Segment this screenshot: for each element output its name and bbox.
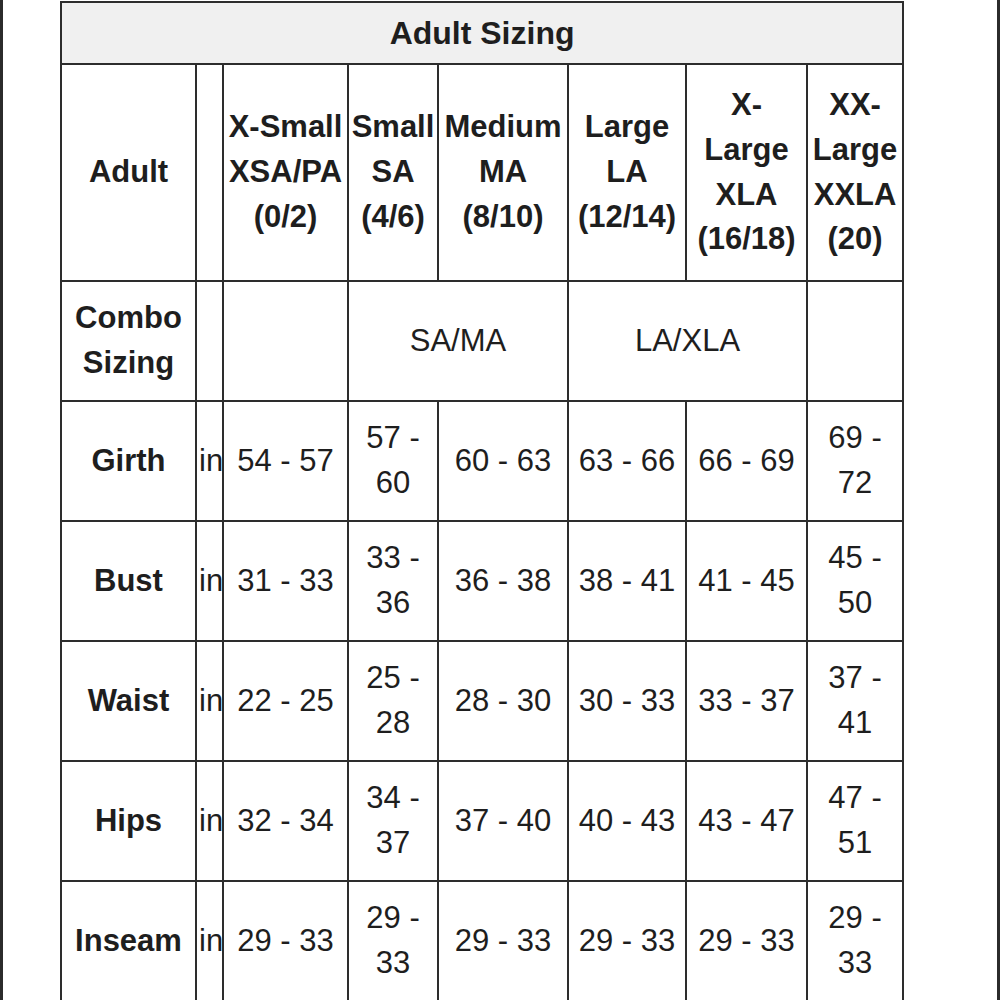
value-cell: 29 - 33	[223, 881, 348, 1000]
value-cell: 28 - 30	[438, 641, 568, 761]
row-label-inseam: Inseam	[61, 881, 196, 1000]
unit-cell: in	[196, 401, 223, 521]
value-cell: 33 - 37	[686, 641, 807, 761]
header-adult: Adult	[61, 64, 196, 281]
size-header-row: Adult X-Small XSA/PA (0/2) Small SA (4/6…	[61, 64, 903, 281]
page-frame: Adult Sizing Adult X-Small XSA/PA (0/2) …	[0, 0, 1000, 1000]
value-cell: 25 - 28	[348, 641, 438, 761]
table-row-girth: Girth in 54 - 57 57 - 60 60 - 63 63 - 66…	[61, 401, 903, 521]
value-cell: 41 - 45	[686, 521, 807, 641]
value-cell: 40 - 43	[568, 761, 686, 881]
value-cell: 54 - 57	[223, 401, 348, 521]
unit-cell: in	[196, 521, 223, 641]
combo-unit-cell	[196, 281, 223, 401]
value-cell: 31 - 33	[223, 521, 348, 641]
value-cell: 60 - 63	[438, 401, 568, 521]
value-cell: 32 - 34	[223, 761, 348, 881]
value-cell: 29 - 33	[686, 881, 807, 1000]
size-header-xsmall: X-Small XSA/PA (0/2)	[223, 64, 348, 281]
value-cell: 22 - 25	[223, 641, 348, 761]
size-header-large: Large LA (12/14)	[568, 64, 686, 281]
row-label-girth: Girth	[61, 401, 196, 521]
value-cell: 43 - 47	[686, 761, 807, 881]
table-row-inseam: Inseam in 29 - 33 29 - 33 29 - 33 29 - 3…	[61, 881, 903, 1000]
size-header-xxlarge: XX- Large XXLA (20)	[807, 64, 903, 281]
size-header-small: Small SA (4/6)	[348, 64, 438, 281]
value-cell: 66 - 69	[686, 401, 807, 521]
value-cell: 29 - 33	[807, 881, 903, 1000]
row-label-bust: Bust	[61, 521, 196, 641]
table-row-hips: Hips in 32 - 34 34 - 37 37 - 40 40 - 43 …	[61, 761, 903, 881]
value-cell: 29 - 33	[348, 881, 438, 1000]
size-header-xlarge: X- Large XLA (16/18)	[686, 64, 807, 281]
combo-xsmall-cell	[223, 281, 348, 401]
value-cell: 30 - 33	[568, 641, 686, 761]
value-cell: 69 - 72	[807, 401, 903, 521]
unit-cell: in	[196, 761, 223, 881]
unit-cell: in	[196, 641, 223, 761]
adult-sizing-table: Adult Sizing Adult X-Small XSA/PA (0/2) …	[60, 1, 904, 1000]
combo-sizing-row: Combo Sizing SA/MA LA/XLA	[61, 281, 903, 401]
row-label-hips: Hips	[61, 761, 196, 881]
combo-xxlarge-cell	[807, 281, 903, 401]
row-label-waist: Waist	[61, 641, 196, 761]
value-cell: 29 - 33	[568, 881, 686, 1000]
size-header-medium: Medium MA (8/10)	[438, 64, 568, 281]
table-row-bust: Bust in 31 - 33 33 - 36 36 - 38 38 - 41 …	[61, 521, 903, 641]
header-unit-spacer	[196, 64, 223, 281]
combo-la-xla-cell: LA/XLA	[568, 281, 807, 401]
value-cell: 45 - 50	[807, 521, 903, 641]
value-cell: 34 - 37	[348, 761, 438, 881]
value-cell: 47 - 51	[807, 761, 903, 881]
unit-cell: in	[196, 881, 223, 1000]
value-cell: 37 - 41	[807, 641, 903, 761]
value-cell: 63 - 66	[568, 401, 686, 521]
combo-sizing-label: Combo Sizing	[61, 281, 196, 401]
table-title-row: Adult Sizing	[61, 2, 903, 64]
table-title: Adult Sizing	[61, 2, 903, 64]
value-cell: 38 - 41	[568, 521, 686, 641]
combo-sa-ma-cell: SA/MA	[348, 281, 568, 401]
value-cell: 37 - 40	[438, 761, 568, 881]
value-cell: 29 - 33	[438, 881, 568, 1000]
value-cell: 33 - 36	[348, 521, 438, 641]
value-cell: 57 - 60	[348, 401, 438, 521]
table-row-waist: Waist in 22 - 25 25 - 28 28 - 30 30 - 33…	[61, 641, 903, 761]
value-cell: 36 - 38	[438, 521, 568, 641]
